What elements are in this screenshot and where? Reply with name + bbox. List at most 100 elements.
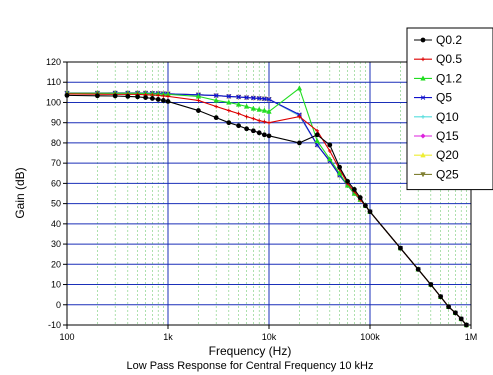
legend-item: Q1.2 xyxy=(414,71,462,85)
series-line xyxy=(67,92,467,326)
data-point xyxy=(112,93,118,99)
data-point xyxy=(235,101,242,107)
data-point xyxy=(367,209,373,215)
data-point xyxy=(337,164,342,170)
data-point xyxy=(243,103,250,109)
data-point xyxy=(236,123,241,129)
data-point xyxy=(125,93,131,99)
data-point xyxy=(297,112,302,117)
legend-label: Q0.2 xyxy=(436,33,462,47)
legend-item: Q0.5 xyxy=(414,52,462,66)
data-point xyxy=(327,156,333,162)
y-tick-label: 90 xyxy=(51,118,61,128)
data-point xyxy=(226,120,232,126)
series-q0-2 xyxy=(64,92,469,328)
y-tick-label: 70 xyxy=(51,158,61,168)
data-point xyxy=(315,128,320,133)
data-point xyxy=(257,118,262,123)
data-point xyxy=(345,178,350,184)
data-point xyxy=(160,98,166,103)
x-axis-label: Frequency (Hz) xyxy=(209,344,292,358)
data-point xyxy=(266,133,272,139)
series-line xyxy=(66,94,467,326)
data-point xyxy=(250,105,257,111)
data-point xyxy=(351,187,357,192)
data-point xyxy=(213,115,219,121)
data-point xyxy=(135,94,140,100)
data-point xyxy=(214,104,219,109)
series-line xyxy=(67,92,467,326)
data-point xyxy=(226,108,231,113)
data-point xyxy=(156,93,161,98)
data-point xyxy=(161,94,166,98)
data-point xyxy=(166,94,170,99)
legend-marker xyxy=(420,95,426,100)
y-tick-label: 30 xyxy=(51,239,61,249)
data-point xyxy=(244,95,249,100)
legend-marker xyxy=(420,75,426,81)
legend-item: Q25 xyxy=(414,167,459,181)
data-point xyxy=(251,95,256,101)
data-point xyxy=(226,99,232,105)
legend-label: Q25 xyxy=(436,167,459,181)
data-point xyxy=(261,107,268,113)
y-tick-label: 0 xyxy=(56,300,61,310)
legend-label: Q10 xyxy=(436,110,459,124)
data-point xyxy=(297,114,302,119)
legend-item: Q20 xyxy=(414,148,459,162)
data-point xyxy=(446,304,451,310)
data-point xyxy=(458,316,464,322)
legend-marker xyxy=(420,152,426,158)
data-point xyxy=(327,149,332,153)
legend-item: Q5 xyxy=(414,91,452,105)
chart-caption: Low Pass Response for Central Frequency … xyxy=(126,360,373,372)
data-point xyxy=(267,120,271,125)
series-line xyxy=(66,93,467,326)
y-axis-label: Gain (dB) xyxy=(13,167,27,218)
data-point xyxy=(463,322,469,328)
legend-label: Q5 xyxy=(436,91,452,105)
y-tick-label: 10 xyxy=(51,280,61,290)
data-point xyxy=(428,282,434,287)
series-line xyxy=(67,87,467,326)
series-group xyxy=(64,85,470,329)
data-point xyxy=(236,94,241,100)
data-point xyxy=(336,170,343,176)
y-tick-label: 80 xyxy=(51,138,61,148)
y-tick-label: 40 xyxy=(51,219,61,229)
series-line xyxy=(67,92,467,326)
data-point xyxy=(149,96,155,101)
data-point xyxy=(165,99,171,104)
legend-label: Q20 xyxy=(436,148,459,162)
series-line xyxy=(67,92,467,326)
data-point xyxy=(236,111,241,116)
legend-label: Q0.5 xyxy=(436,52,462,66)
data-point xyxy=(262,119,267,124)
data-point xyxy=(327,142,333,148)
data-point xyxy=(357,195,363,200)
legend-item: Q10 xyxy=(414,110,459,124)
data-point xyxy=(155,97,161,102)
legend-marker xyxy=(421,57,425,62)
data-point xyxy=(314,137,320,144)
data-point xyxy=(297,140,302,146)
legend-marker xyxy=(421,114,425,119)
x-tick-label: 100k xyxy=(360,332,380,342)
data-point xyxy=(362,203,368,209)
data-point xyxy=(95,93,100,99)
data-point xyxy=(266,108,272,114)
legend-box xyxy=(406,27,493,191)
data-point xyxy=(226,94,232,99)
legend-marker xyxy=(420,133,426,139)
y-tick-label: 110 xyxy=(47,77,61,87)
legend-label: Q1.2 xyxy=(436,71,462,85)
y-tick-label: 100 xyxy=(46,97,61,107)
data-point xyxy=(213,97,219,103)
legend: Q0.2 Q0.5 Q1.2 Q5 Q10 Q15 Q20 Q25 xyxy=(406,27,493,191)
data-point xyxy=(266,97,272,102)
data-point xyxy=(256,130,262,136)
y-tick-label: 20 xyxy=(51,259,61,269)
x-tick-label: 1M xyxy=(465,332,478,342)
legend-marker xyxy=(420,37,426,43)
